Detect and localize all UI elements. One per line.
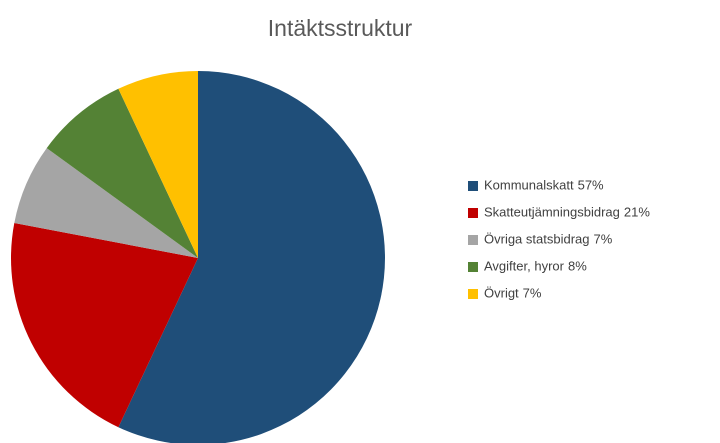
pie-slice [11,222,198,428]
legend-swatch [468,262,478,272]
chart-title: Intäktsstruktur [268,15,413,41]
legend-label: Övriga statsbidrag [484,231,590,246]
legend-swatch [468,208,478,218]
legend-swatch [468,289,478,299]
legend-label: Övrigt [484,285,519,300]
pie-slice [118,71,198,258]
pie-slice [118,71,385,443]
legend-swatch [468,181,478,191]
legend-label: Avgifter, hyror [484,258,565,273]
legend-label: Kommunalskatt [484,177,574,192]
legend-swatch [468,235,478,245]
legend-value: 7% [523,285,542,300]
pie-slice [46,88,198,259]
legend-value: 7% [594,231,613,246]
legend-value: 57% [578,177,604,192]
pie-slice [14,148,198,258]
legend-label: Skatteutjämningsbidrag [484,204,620,219]
legend-value: 8% [568,258,587,273]
legend-value: 21% [624,204,650,219]
